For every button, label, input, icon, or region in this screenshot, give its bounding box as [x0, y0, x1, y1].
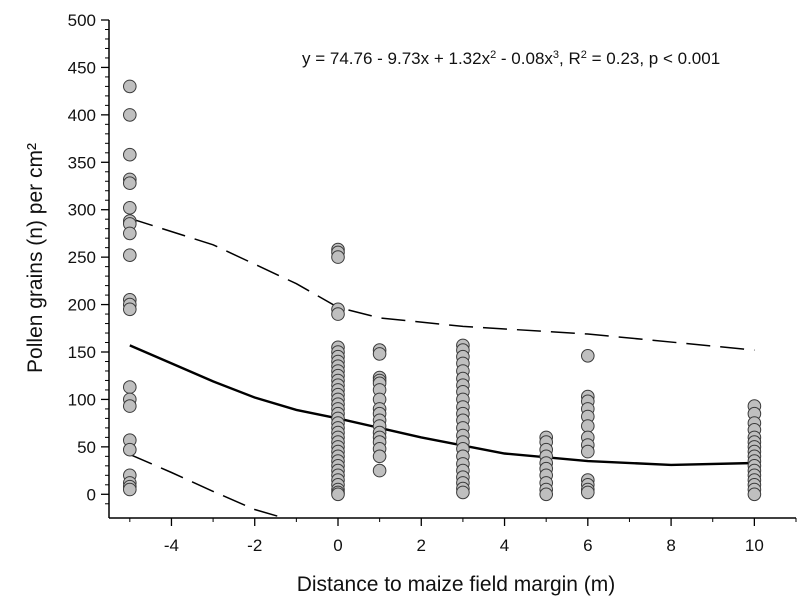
data-point [123, 147, 137, 162]
data-point [123, 380, 137, 394]
data-point [581, 444, 595, 459]
x-tick-label: 8 [666, 536, 675, 555]
y-tick-label: 200 [68, 296, 96, 315]
equation-superscript: 2 [490, 49, 496, 61]
y-tick-label: 500 [68, 11, 96, 30]
data-point [581, 419, 595, 433]
data-point [123, 226, 137, 241]
x-tick-label: -4 [164, 536, 179, 555]
curves [129, 217, 755, 519]
data-point [331, 307, 345, 321]
equation-superscript: 2 [581, 49, 587, 61]
equation-segment: , R [559, 49, 581, 68]
x-tick-label: 4 [500, 536, 509, 555]
data-point [123, 108, 137, 122]
y-axis-title: Pollen grains (n) per cm² [24, 143, 47, 373]
x-tick-label: 2 [417, 536, 426, 555]
equation-segment: = 0.23, p < 0.001 [587, 49, 720, 68]
x-tick-label: 0 [333, 536, 342, 555]
data-point [456, 485, 470, 500]
data-point [372, 347, 387, 361]
equation-superscript: 3 [553, 49, 559, 61]
data-point [581, 485, 595, 500]
fit-curve [129, 344, 755, 467]
y-tick-label: 50 [77, 438, 96, 457]
data-point [372, 449, 387, 464]
y-tick-label: 400 [68, 106, 96, 125]
upper-confidence-line [129, 217, 755, 351]
x-tick-label: 6 [583, 536, 592, 555]
data-point [123, 482, 137, 497]
y-tick-label: 150 [68, 343, 96, 362]
y-tick-label: 450 [68, 58, 96, 77]
data-point [372, 463, 387, 478]
data-point [123, 248, 137, 262]
data-point [331, 487, 345, 502]
x-tick-label: -2 [247, 536, 262, 555]
data-point [123, 201, 137, 215]
data-point [539, 487, 554, 502]
y-tick-label: 250 [68, 248, 96, 267]
equation-segment: y = 74.76 - 9.73x + 1.32x [302, 49, 491, 68]
equation-segment: - 0.08x [496, 49, 553, 68]
data-points [123, 79, 762, 502]
lower-confidence-line [129, 453, 285, 519]
equation-annotation: y = 74.76 - 9.73x + 1.32x2 - 0.08x3, R2 … [302, 49, 720, 68]
y-tick-label: 0 [87, 485, 96, 504]
data-point [123, 399, 137, 413]
plot-frame [108, 20, 796, 519]
y-tick-label: 100 [68, 390, 96, 409]
x-tick-label: 10 [745, 536, 764, 555]
data-point [123, 176, 137, 190]
data-point [123, 302, 137, 317]
x-axis-title: Distance to maize field margin (m) [297, 573, 616, 596]
y-tick-label: 350 [68, 153, 96, 172]
data-point [331, 250, 345, 264]
data-point [123, 442, 137, 457]
data-point [747, 487, 762, 502]
y-tick-label: 300 [68, 201, 96, 220]
data-point [123, 79, 137, 94]
data-point [581, 349, 595, 363]
axis-ticks: 0 50 100 150 200 250 300 350 400 450 500 -4 -2 0 2 4 6 8 1… [68, 11, 797, 555]
